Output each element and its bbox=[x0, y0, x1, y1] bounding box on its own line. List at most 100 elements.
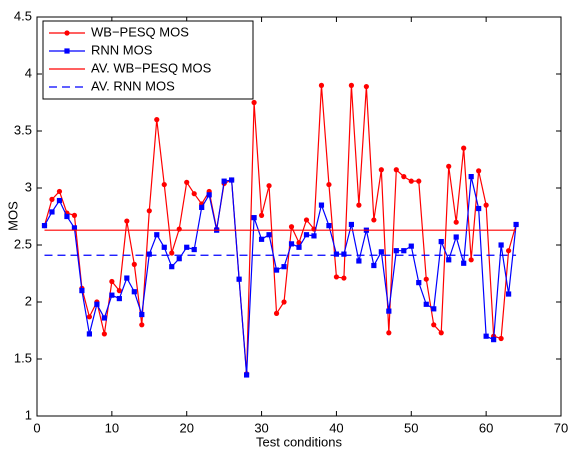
point bbox=[288, 241, 295, 247]
point bbox=[378, 249, 384, 255]
point bbox=[86, 314, 92, 320]
point bbox=[281, 299, 287, 305]
point bbox=[333, 274, 340, 280]
y-tick-label: 4.5 bbox=[14, 8, 32, 23]
point bbox=[169, 264, 175, 270]
point bbox=[356, 258, 362, 264]
point bbox=[303, 232, 310, 238]
point bbox=[258, 212, 265, 218]
point bbox=[513, 221, 519, 228]
point bbox=[116, 295, 122, 302]
point bbox=[184, 179, 190, 185]
x-tick-label: 50 bbox=[404, 420, 418, 435]
point bbox=[356, 202, 362, 208]
point bbox=[221, 178, 227, 184]
point bbox=[124, 218, 130, 224]
point bbox=[109, 278, 115, 285]
point bbox=[266, 232, 272, 238]
point bbox=[431, 322, 437, 328]
point bbox=[49, 196, 55, 202]
point bbox=[101, 315, 107, 321]
point bbox=[281, 264, 287, 270]
x-tick-label: 60 bbox=[479, 420, 493, 435]
point bbox=[461, 260, 467, 266]
legend-marker bbox=[64, 48, 70, 54]
point bbox=[408, 243, 414, 249]
point bbox=[401, 248, 407, 254]
legend-label: RNN MOS bbox=[91, 42, 153, 57]
point bbox=[251, 99, 257, 106]
point bbox=[199, 204, 205, 210]
point bbox=[326, 181, 332, 188]
point bbox=[146, 208, 152, 214]
point bbox=[176, 226, 182, 232]
legend-box bbox=[42, 20, 254, 100]
x-axis-label: Test conditions bbox=[256, 434, 342, 449]
point bbox=[161, 181, 167, 188]
point bbox=[56, 197, 63, 204]
point bbox=[273, 267, 280, 273]
point bbox=[476, 168, 482, 174]
point bbox=[341, 275, 347, 281]
point bbox=[56, 188, 63, 195]
point bbox=[124, 275, 130, 281]
x-tick-label: 0 bbox=[33, 420, 40, 435]
point bbox=[288, 224, 295, 230]
point bbox=[333, 251, 340, 257]
point bbox=[101, 331, 107, 337]
x-tick-label: 40 bbox=[329, 420, 343, 435]
y-tick-label: 3 bbox=[25, 179, 32, 194]
point bbox=[229, 177, 235, 183]
point bbox=[258, 236, 265, 242]
point bbox=[386, 330, 392, 336]
x-tick-label: 30 bbox=[254, 420, 268, 435]
point bbox=[236, 276, 242, 282]
point bbox=[79, 288, 85, 294]
y-axis-label: MOS bbox=[5, 201, 20, 231]
point bbox=[453, 219, 459, 225]
point bbox=[49, 209, 55, 215]
point bbox=[161, 244, 167, 250]
point bbox=[311, 233, 317, 239]
point bbox=[266, 183, 272, 189]
point bbox=[468, 257, 474, 263]
point bbox=[416, 178, 422, 184]
point bbox=[191, 191, 197, 197]
point bbox=[423, 276, 429, 282]
point bbox=[191, 246, 197, 253]
point bbox=[296, 244, 302, 250]
point bbox=[86, 331, 92, 337]
legend-marker bbox=[64, 30, 70, 36]
point bbox=[393, 167, 399, 173]
point bbox=[438, 330, 444, 336]
point bbox=[483, 333, 489, 339]
point bbox=[371, 217, 377, 223]
point bbox=[154, 117, 160, 123]
point bbox=[154, 232, 160, 238]
point bbox=[71, 225, 78, 231]
point bbox=[408, 178, 414, 184]
point bbox=[139, 311, 145, 318]
point bbox=[131, 289, 137, 295]
point bbox=[326, 223, 332, 229]
x-tick-label: 10 bbox=[105, 420, 119, 435]
point bbox=[206, 192, 212, 198]
point bbox=[446, 163, 452, 169]
point bbox=[146, 251, 152, 257]
point bbox=[169, 250, 175, 256]
point bbox=[378, 167, 384, 173]
point bbox=[318, 202, 325, 208]
y-tick-label: 1 bbox=[25, 407, 32, 422]
y-tick-label: 3.5 bbox=[14, 122, 32, 137]
point bbox=[423, 301, 429, 307]
point bbox=[131, 261, 137, 267]
point bbox=[468, 174, 474, 180]
series-line bbox=[43, 176, 517, 376]
point bbox=[506, 248, 512, 254]
point bbox=[64, 213, 70, 220]
point bbox=[273, 310, 280, 316]
point bbox=[348, 221, 354, 228]
point bbox=[363, 83, 369, 90]
y-tick-label: 4 bbox=[25, 65, 32, 80]
